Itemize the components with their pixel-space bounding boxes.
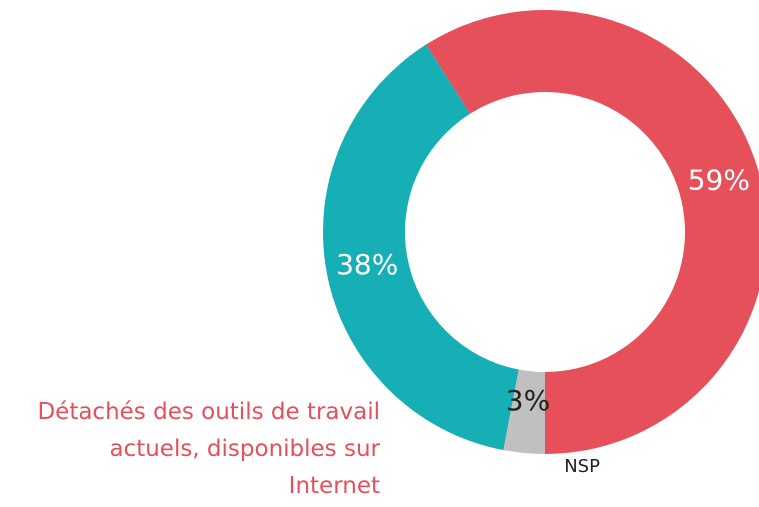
value-label: 3% [506, 384, 550, 417]
slice [323, 44, 519, 451]
category-label: NSP [564, 456, 600, 477]
category-label: Détachés des outils de travail actuels, … [37, 399, 380, 499]
slice [426, 10, 759, 454]
value-label: 38% [336, 248, 398, 281]
slice [503, 369, 545, 454]
value-label: 59% [688, 164, 750, 197]
